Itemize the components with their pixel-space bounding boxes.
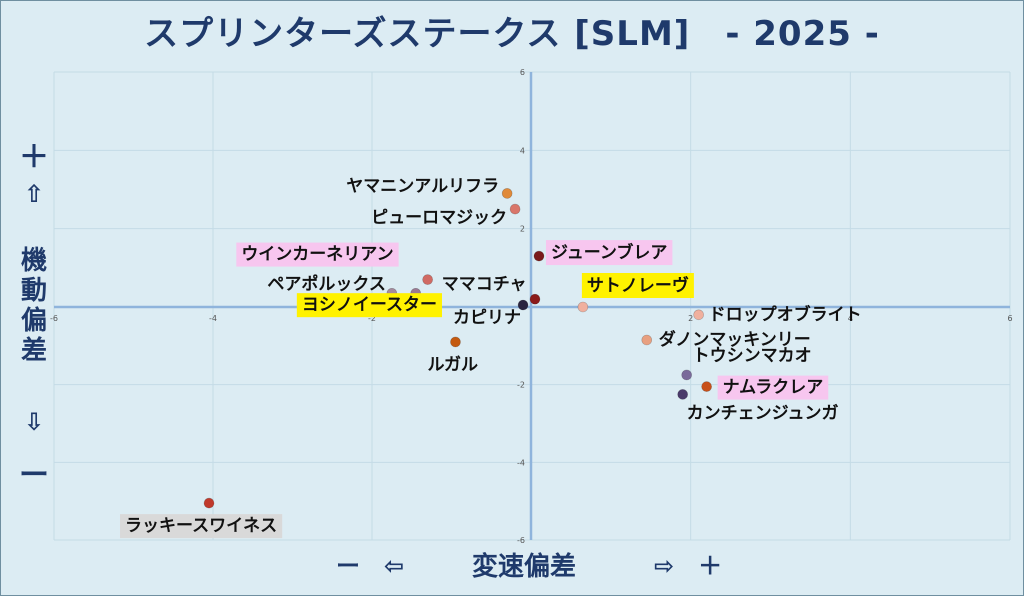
y-plus-sign: ＋ (19, 140, 49, 175)
data-point (701, 381, 712, 392)
data-point (533, 250, 545, 262)
point-label-highlight (545, 240, 673, 266)
chart-title: スプリンターズステークス [SLM] - 2025 - (144, 14, 880, 54)
data-point (641, 334, 653, 346)
x-tick-label: -2 (368, 314, 376, 323)
data-point (509, 203, 521, 215)
x-tick-label: -4 (209, 314, 217, 323)
point-label-highlight (120, 514, 283, 539)
point-label: ヨシノイースター (302, 295, 437, 315)
x-axis-label: 変速偏差 (472, 552, 577, 582)
data-point (517, 299, 529, 311)
point-label: トウシンマカオ (693, 346, 812, 366)
x-plus-label: ⇨ ＋ (654, 552, 723, 580)
x-tick-label: 4 (848, 314, 853, 323)
y-tick-label: -2 (517, 381, 525, 390)
point-label: ラッキースワイネス (125, 516, 277, 536)
data-point (422, 274, 433, 285)
y-minus-sign: ー (19, 458, 49, 493)
y-down-arrow: ⇩ (23, 408, 45, 436)
point-label: ペアポルックス (267, 273, 386, 294)
point-label-highlight (236, 242, 399, 267)
y-tick-label: -4 (517, 458, 525, 467)
point-label: ドロップオブライト (709, 304, 862, 325)
point-label: ルガル (427, 355, 478, 375)
data-point (677, 389, 688, 400)
data-point (693, 309, 704, 321)
y-tick-label: 4 (520, 146, 525, 155)
data-point (203, 497, 215, 509)
data-point (450, 336, 461, 348)
point-label: ダノンマッキンリー (659, 329, 811, 350)
point-label: ピューロマジック (371, 208, 507, 228)
point-label: カピリナ (453, 308, 521, 328)
data-point (501, 188, 513, 199)
point-label: ヤマニンアルリフラ (346, 176, 499, 196)
point-label: ジューンブレア (551, 242, 667, 263)
point-label: ママコチャ (442, 274, 527, 294)
y-tick-label: -6 (517, 536, 525, 545)
point-label: ナムラクレア (723, 378, 824, 398)
point-label-highlight (581, 273, 694, 298)
data-point (577, 301, 589, 313)
point-label: サトノレーヴ (587, 275, 689, 296)
x-tick-label: -6 (50, 314, 58, 323)
x-tick-label: 2 (688, 314, 693, 323)
y-up-arrow: ⇧ (23, 180, 45, 208)
point-label: カンチェンジュンガ (687, 403, 839, 423)
point-label: ウインカーネリアン (241, 245, 393, 265)
point-label-highlight (717, 375, 829, 400)
point-label-highlight (296, 293, 442, 318)
data-point (681, 369, 692, 381)
y-tick-label: 2 (520, 225, 525, 234)
x-tick-label: 6 (1007, 314, 1012, 323)
y-tick-label: 6 (520, 68, 525, 77)
data-point (529, 293, 541, 305)
y-axis-label: 機動偏差 (20, 246, 47, 366)
x-minus-label: ー ⇦ (336, 552, 405, 580)
